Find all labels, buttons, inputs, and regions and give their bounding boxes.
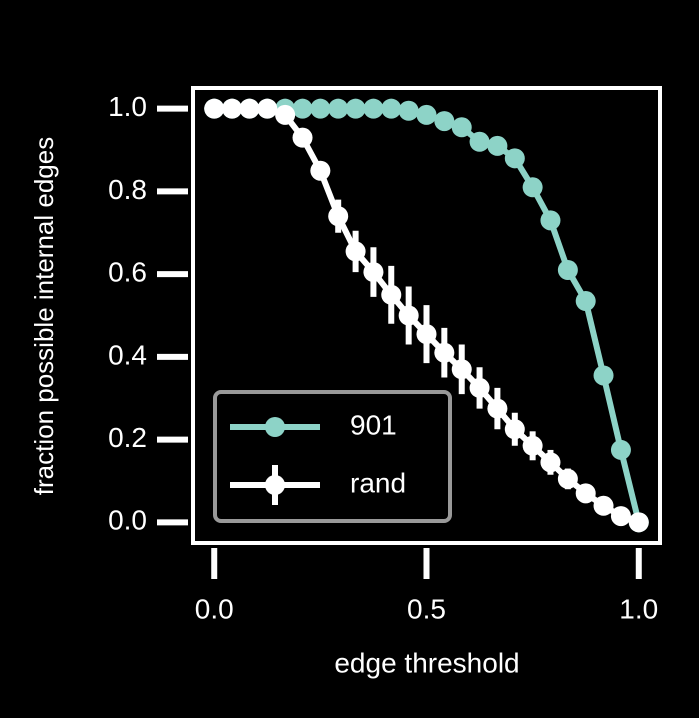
x-axis-label: edge threshold [334, 647, 519, 678]
legend-marker [265, 475, 285, 495]
data-point [540, 452, 561, 473]
data-point [204, 98, 225, 119]
data-point [487, 398, 508, 419]
y-tick-label: 1.0 [108, 91, 147, 122]
data-point [345, 98, 366, 119]
legend-label: rand [350, 467, 406, 498]
data-point [628, 512, 649, 533]
y-axis-label: fraction possible internal edges [29, 137, 59, 495]
data-point [434, 342, 455, 363]
data-point [557, 468, 578, 489]
data-point [398, 100, 419, 121]
data-point [434, 111, 455, 132]
data-point [328, 206, 349, 227]
data-point [310, 98, 331, 119]
data-point [345, 241, 366, 262]
data-point [610, 439, 631, 460]
data-point [239, 98, 260, 119]
data-point [328, 98, 349, 119]
y-tick-label: 0.8 [108, 174, 147, 205]
y-tick-label: 0.4 [108, 339, 147, 370]
data-point [593, 365, 614, 386]
legend-label: 901 [350, 409, 397, 440]
data-point [451, 117, 472, 138]
data-point [557, 260, 578, 280]
y-tick-label: 0.0 [108, 505, 147, 536]
y-tick-label: 0.6 [108, 257, 147, 288]
data-point [610, 506, 631, 527]
data-point [292, 127, 313, 148]
data-point [469, 131, 490, 152]
data-point [381, 98, 402, 119]
x-tick-label: 1.0 [619, 593, 658, 624]
data-point [504, 419, 525, 440]
x-tick-label: 0.0 [195, 593, 234, 624]
plot-frame [191, 86, 662, 545]
data-point [381, 284, 402, 305]
data-point [522, 435, 543, 456]
data-point [292, 98, 313, 119]
data-point [363, 98, 384, 119]
data-point [575, 483, 596, 504]
data-point [593, 495, 614, 516]
data-point [416, 104, 437, 125]
legend-marker [265, 417, 285, 437]
data-point [310, 160, 331, 181]
data-point [257, 98, 278, 119]
legend-box [213, 390, 452, 523]
data-point [451, 359, 472, 380]
data-point [522, 177, 543, 198]
data-point [416, 324, 437, 345]
x-tick-label: 0.5 [407, 593, 446, 624]
data-point [504, 148, 525, 169]
data-point [222, 98, 243, 119]
data-point [540, 210, 561, 231]
y-tick-label: 0.2 [108, 422, 147, 453]
data-point [575, 291, 596, 312]
data-point [398, 305, 419, 326]
data-point [487, 135, 508, 156]
data-point [469, 377, 490, 398]
data-point [275, 104, 296, 125]
data-point [363, 262, 384, 283]
